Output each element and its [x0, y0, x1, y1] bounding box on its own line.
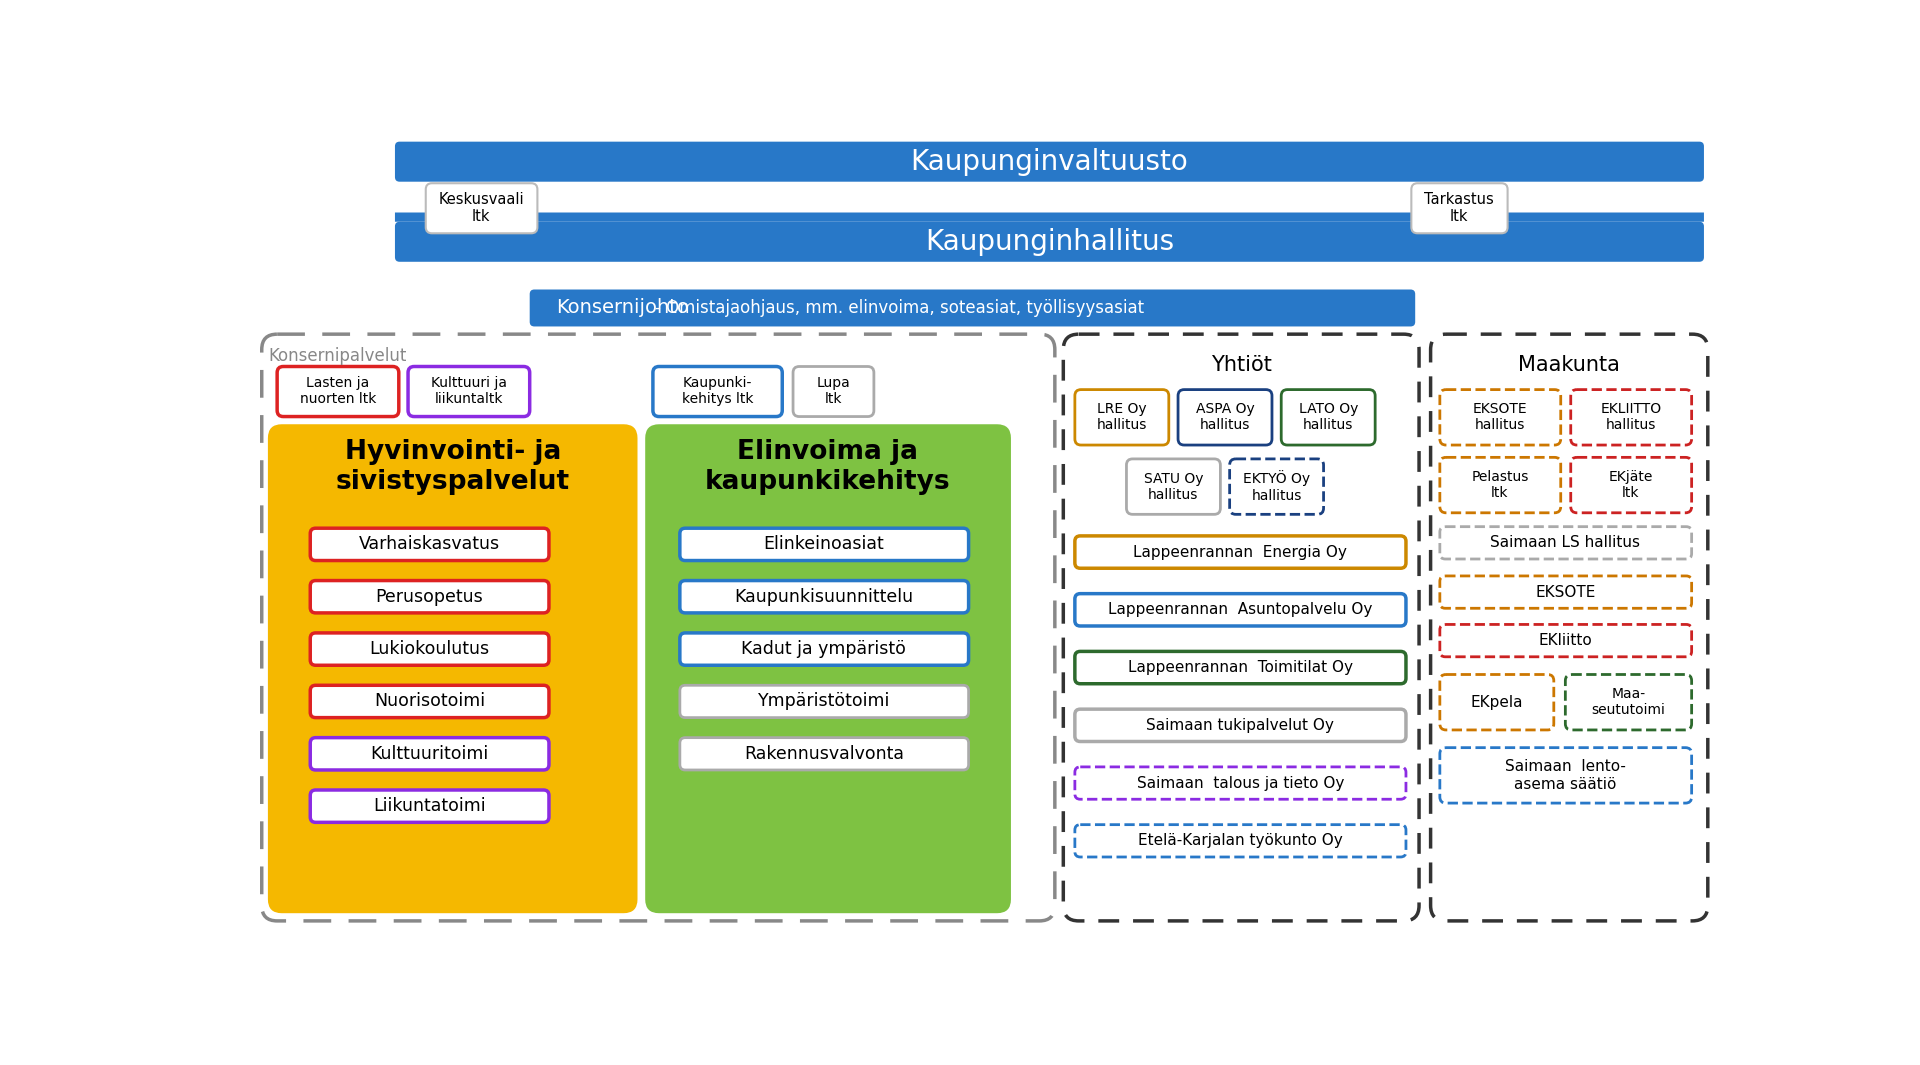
Text: Liikuntatoimi: Liikuntatoimi	[372, 798, 486, 815]
Text: Tarkastus
ltk: Tarkastus ltk	[1425, 192, 1494, 224]
Text: Lupa
ltk: Lupa ltk	[816, 376, 851, 406]
Text: LRE Oy
hallitus: LRE Oy hallitus	[1096, 403, 1146, 432]
FancyBboxPatch shape	[1440, 457, 1561, 513]
Text: - Omistajaohjaus, mm. elinvoima, soteasiat, työllisyysasiat: - Omistajaohjaus, mm. elinvoima, soteasi…	[655, 299, 1144, 317]
FancyBboxPatch shape	[1440, 527, 1692, 559]
FancyBboxPatch shape	[680, 633, 968, 666]
FancyBboxPatch shape	[1565, 674, 1692, 730]
FancyBboxPatch shape	[1571, 390, 1692, 445]
Text: Lukiokoulutus: Lukiokoulutus	[369, 640, 490, 658]
Text: Pelastus
ltk: Pelastus ltk	[1471, 470, 1528, 501]
Text: EKpela: EKpela	[1471, 694, 1523, 709]
Text: Kaupunki-
kehitys ltk: Kaupunki- kehitys ltk	[682, 376, 753, 406]
Text: Konsernijohto: Konsernijohto	[555, 298, 689, 317]
FancyBboxPatch shape	[793, 366, 874, 416]
Text: Saimaan  lento-
asema säätiö: Saimaan lento- asema säätiö	[1505, 759, 1626, 791]
Text: Lappeenrannan  Energia Oy: Lappeenrannan Energia Oy	[1133, 544, 1348, 559]
Text: Saimaan LS hallitus: Saimaan LS hallitus	[1490, 536, 1640, 551]
Text: SATU Oy
hallitus: SATU Oy hallitus	[1144, 472, 1204, 502]
FancyBboxPatch shape	[1281, 390, 1375, 445]
Text: Etelä-Karjalan työkunto Oy: Etelä-Karjalan työkunto Oy	[1139, 833, 1342, 849]
FancyBboxPatch shape	[653, 366, 781, 416]
FancyBboxPatch shape	[1229, 459, 1323, 514]
FancyBboxPatch shape	[276, 366, 399, 416]
Text: Lappeenrannan  Toimitilat Oy: Lappeenrannan Toimitilat Oy	[1127, 660, 1354, 675]
FancyBboxPatch shape	[409, 366, 530, 416]
Text: Nuorisotoimi: Nuorisotoimi	[374, 692, 486, 710]
Text: Yhtiöt: Yhtiöt	[1212, 355, 1271, 375]
Text: Perusopetus: Perusopetus	[376, 588, 484, 606]
Text: Keskusvaali
ltk: Keskusvaali ltk	[438, 192, 524, 224]
FancyBboxPatch shape	[680, 738, 968, 770]
FancyBboxPatch shape	[1075, 390, 1169, 445]
FancyBboxPatch shape	[1440, 624, 1692, 657]
FancyBboxPatch shape	[645, 424, 1012, 913]
Text: Saimaan tukipalvelut Oy: Saimaan tukipalvelut Oy	[1146, 718, 1334, 733]
Text: Elinkeinoasiat: Elinkeinoasiat	[764, 536, 885, 554]
Text: Kulttuuri ja
liikuntaltk: Kulttuuri ja liikuntaltk	[430, 376, 507, 406]
Text: Kaupunginhallitus: Kaupunginhallitus	[925, 228, 1173, 256]
FancyBboxPatch shape	[1075, 824, 1405, 857]
Text: Hyvinvointi- ja
sivistyspalvelut: Hyvinvointi- ja sivistyspalvelut	[336, 439, 570, 494]
FancyBboxPatch shape	[1075, 593, 1405, 626]
FancyBboxPatch shape	[1440, 390, 1561, 445]
FancyBboxPatch shape	[1075, 652, 1405, 684]
FancyBboxPatch shape	[680, 528, 968, 560]
Text: EKSOTE: EKSOTE	[1536, 585, 1596, 600]
FancyBboxPatch shape	[1075, 709, 1405, 741]
FancyBboxPatch shape	[311, 633, 549, 666]
Text: Elinvoima ja
kaupunkikehitys: Elinvoima ja kaupunkikehitys	[705, 439, 950, 494]
FancyBboxPatch shape	[269, 424, 637, 913]
FancyBboxPatch shape	[311, 738, 549, 770]
Text: EKSOTE
hallitus: EKSOTE hallitus	[1473, 403, 1526, 432]
Text: EKliitto: EKliitto	[1538, 633, 1592, 649]
Text: Saimaan  talous ja tieto Oy: Saimaan talous ja tieto Oy	[1137, 775, 1344, 790]
Text: ASPA Oy
hallitus: ASPA Oy hallitus	[1196, 403, 1254, 432]
FancyBboxPatch shape	[1075, 767, 1405, 799]
FancyBboxPatch shape	[680, 580, 968, 612]
FancyBboxPatch shape	[1075, 536, 1405, 569]
FancyBboxPatch shape	[311, 528, 549, 560]
Text: EKLIITTO
hallitus: EKLIITTO hallitus	[1599, 403, 1661, 432]
Text: Rakennusvalvonta: Rakennusvalvonta	[743, 744, 904, 763]
Text: Varhaiskasvatus: Varhaiskasvatus	[359, 536, 501, 554]
FancyBboxPatch shape	[530, 290, 1415, 327]
Text: Maakunta: Maakunta	[1519, 355, 1620, 375]
FancyBboxPatch shape	[680, 685, 968, 718]
Text: LATO Oy
hallitus: LATO Oy hallitus	[1298, 403, 1357, 432]
FancyBboxPatch shape	[311, 790, 549, 822]
FancyBboxPatch shape	[1440, 576, 1692, 608]
FancyBboxPatch shape	[1440, 748, 1692, 803]
FancyBboxPatch shape	[396, 213, 1703, 222]
FancyBboxPatch shape	[1411, 183, 1507, 233]
FancyBboxPatch shape	[396, 142, 1703, 182]
FancyBboxPatch shape	[1179, 390, 1271, 445]
Text: EKjäte
ltk: EKjäte ltk	[1609, 470, 1653, 501]
Text: Kaupunkisuunnittelu: Kaupunkisuunnittelu	[733, 588, 914, 606]
FancyBboxPatch shape	[311, 580, 549, 612]
FancyBboxPatch shape	[396, 222, 1703, 262]
FancyBboxPatch shape	[1127, 459, 1221, 514]
Text: Maa-
seututoimi: Maa- seututoimi	[1592, 687, 1665, 718]
Text: EKTYÖ Oy
hallitus: EKTYÖ Oy hallitus	[1242, 471, 1309, 503]
FancyBboxPatch shape	[1571, 457, 1692, 513]
FancyBboxPatch shape	[1440, 674, 1553, 730]
Text: Kulttuuritoimi: Kulttuuritoimi	[371, 744, 490, 763]
Text: Konsernipalvelut: Konsernipalvelut	[269, 347, 407, 365]
FancyBboxPatch shape	[426, 183, 538, 233]
FancyBboxPatch shape	[311, 685, 549, 718]
Text: Ympäristötoimi: Ympäristötoimi	[758, 692, 891, 710]
Text: Lasten ja
nuorten ltk: Lasten ja nuorten ltk	[300, 376, 376, 406]
Text: Kadut ja ympäristö: Kadut ja ympäristö	[741, 640, 906, 658]
Text: Kaupunginvaltuusto: Kaupunginvaltuusto	[910, 148, 1188, 176]
Text: Lappeenrannan  Asuntopalvelu Oy: Lappeenrannan Asuntopalvelu Oy	[1108, 603, 1373, 618]
